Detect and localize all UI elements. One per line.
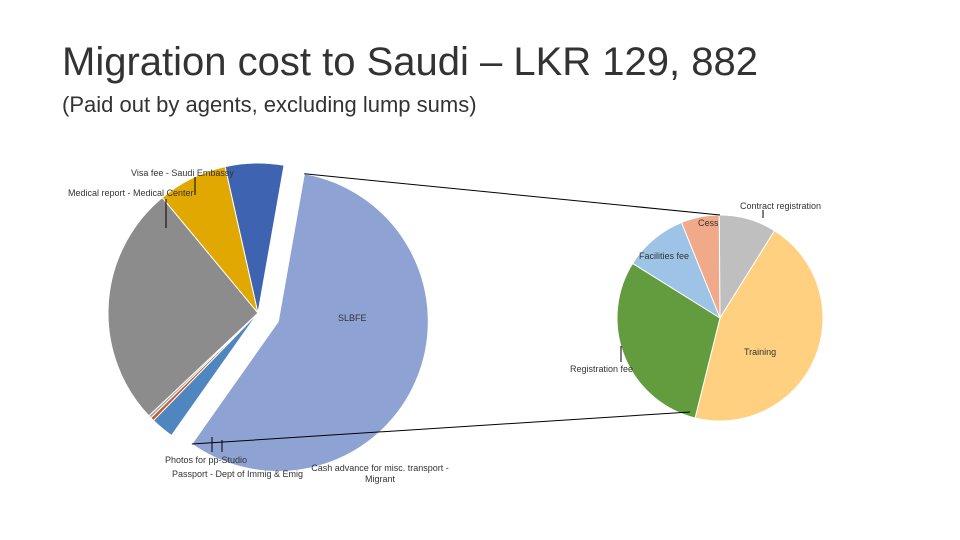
slice-label: Medical report - Medical Center [68, 188, 194, 198]
pie-slice [107, 196, 259, 417]
chart-title: Migration cost to Saudi – LKR 129, 882 [62, 40, 758, 84]
chart-subtitle: (Paid out by agents, excluding lump sums… [62, 92, 477, 117]
slice-label: Photos for pp-Studio [165, 455, 248, 465]
pie-slice [694, 229, 824, 422]
slice-label: Registration fee [570, 364, 634, 374]
pie-slice [631, 221, 722, 320]
slice-label: Facilities fee [639, 251, 690, 261]
slice-label: SLBFE [338, 313, 367, 323]
connector-line [191, 411, 691, 445]
slice-label: Cash advance for misc. transport - Migra… [311, 463, 449, 484]
connector-line [304, 173, 721, 216]
slice-label: Contract registration [740, 201, 822, 211]
slice-label: Passport - Dept of Immig & Emig [172, 469, 304, 479]
pie-slice [191, 173, 429, 472]
pie-slice [224, 162, 285, 314]
slice-label: Visa fee - Saudi Embassy [131, 168, 234, 178]
slice-label: Cess [698, 218, 719, 228]
slice-label: Training [744, 347, 777, 357]
